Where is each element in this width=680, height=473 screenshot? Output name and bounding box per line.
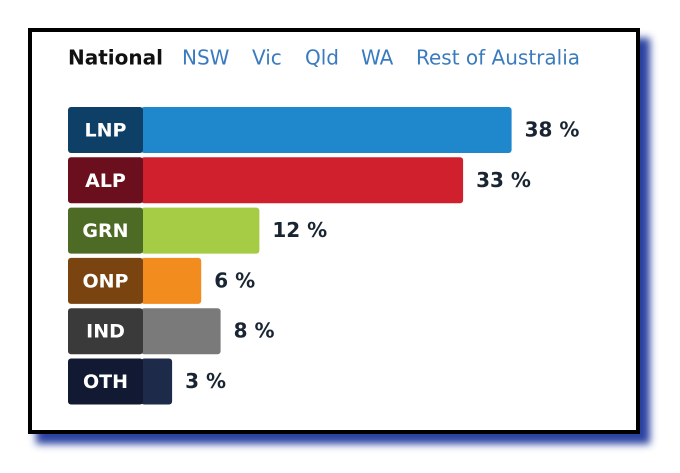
category-label: GRN (82, 220, 128, 242)
category-label: LNP (85, 120, 127, 142)
value-label: 6 % (214, 268, 255, 292)
tab[interactable]: Rest of Australia (416, 46, 580, 70)
category-label: ONP (83, 270, 129, 292)
category-label: IND (86, 321, 125, 343)
bar (141, 207, 260, 254)
bar (141, 308, 221, 355)
value-label: 33 % (476, 168, 531, 192)
bar-label-box (68, 207, 143, 254)
bar-label-box (68, 358, 143, 405)
bar-label-box (68, 308, 143, 355)
tab[interactable]: National (68, 46, 163, 70)
value-label: 8 % (234, 319, 275, 343)
value-label: 3 % (185, 369, 226, 393)
tab[interactable]: WA (361, 46, 394, 70)
category-label: OTH (83, 371, 128, 393)
value-label: 12 % (272, 218, 327, 242)
bar (141, 107, 512, 153)
bar-label-box (68, 257, 143, 304)
bar (141, 257, 202, 304)
value-label: 38 % (525, 118, 580, 142)
tab[interactable]: Qld (305, 46, 339, 70)
bar (141, 157, 464, 204)
bar-label-box (68, 157, 143, 204)
tab[interactable]: Vic (252, 46, 282, 70)
bar (141, 358, 173, 405)
tab[interactable]: NSW (182, 46, 230, 70)
category-label: ALP (85, 170, 126, 192)
bar-label-box (68, 107, 143, 153)
